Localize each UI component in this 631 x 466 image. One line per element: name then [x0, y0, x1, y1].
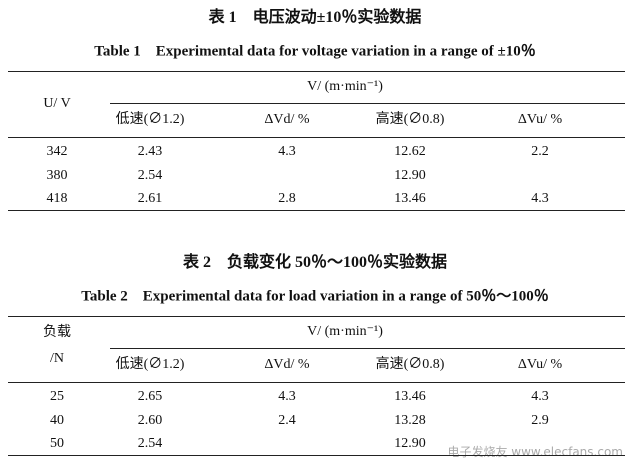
table-rule — [8, 137, 625, 138]
column-header: ΔVu/ % — [517, 357, 563, 372]
table-cell: 2.2 — [531, 144, 549, 159]
table-cell: 2.54 — [137, 436, 163, 451]
table-cell: 418 — [46, 191, 68, 206]
table-rule — [8, 71, 625, 72]
column-header: 高速(∅0.8) — [375, 357, 445, 372]
table-rule — [8, 455, 625, 456]
table-cell: 342 — [46, 144, 68, 159]
table-title-en: Table 1 Experimental data for voltage va… — [94, 43, 536, 60]
table-rule — [8, 210, 625, 211]
table-cell: 380 — [46, 167, 68, 183]
table-title-cn: 表 2 负载变化 50％～100％实验数据 — [182, 254, 448, 271]
table-cell: 25 — [50, 389, 64, 404]
table-rule — [8, 316, 625, 317]
table-cell: 2.65 — [137, 389, 163, 404]
row-header: /N — [50, 351, 64, 366]
table-cell: 2.60 — [137, 412, 163, 428]
table-cell: 2.4 — [278, 412, 296, 428]
watermark: 电子发烧友 www.elecfans.com — [447, 445, 623, 459]
table-rule — [8, 382, 625, 383]
table-cell: 2.54 — [137, 167, 163, 183]
table-cell: 4.3 — [531, 389, 549, 404]
column-header: 高速(∅0.8) — [375, 112, 445, 127]
table-cell: 13.46 — [394, 191, 426, 206]
table-cell: 50 — [50, 436, 64, 451]
row-header: U/ V — [43, 96, 71, 111]
table-rule — [110, 348, 625, 349]
table-cell: 12.62 — [394, 144, 426, 159]
table-cell: 2.8 — [278, 191, 296, 206]
table-cell: 13.46 — [394, 389, 426, 404]
table-cell: 2.9 — [531, 412, 549, 428]
group-header: V/ (m·min⁻¹) — [307, 324, 383, 339]
column-header: ΔVu/ % — [517, 112, 563, 127]
table-cell: 13.28 — [394, 412, 426, 428]
column-header: 低速(∅1.2) — [115, 112, 185, 127]
column-header: ΔVd/ % — [264, 112, 310, 127]
group-header: V/ (m·min⁻¹) — [307, 79, 383, 94]
column-header: 低速(∅1.2) — [115, 357, 185, 372]
table-cell: 12.90 — [394, 167, 426, 183]
table-rule — [110, 103, 625, 104]
table-title-en: Table 2 Experimental data for load varia… — [81, 288, 549, 305]
table-title-cn: 表 1 电压波动±10％实验数据 — [208, 9, 422, 26]
table-cell: 2.43 — [137, 144, 163, 159]
row-header: 负载 — [43, 325, 71, 340]
table-cell: 2.61 — [137, 191, 163, 206]
table-cell: 12.90 — [394, 436, 426, 451]
table-cell: 40 — [50, 412, 64, 428]
column-header: ΔVd/ % — [264, 357, 310, 372]
table-cell: 4.3 — [278, 144, 296, 159]
table-cell: 4.3 — [278, 389, 296, 404]
table-cell: 4.3 — [531, 191, 549, 206]
